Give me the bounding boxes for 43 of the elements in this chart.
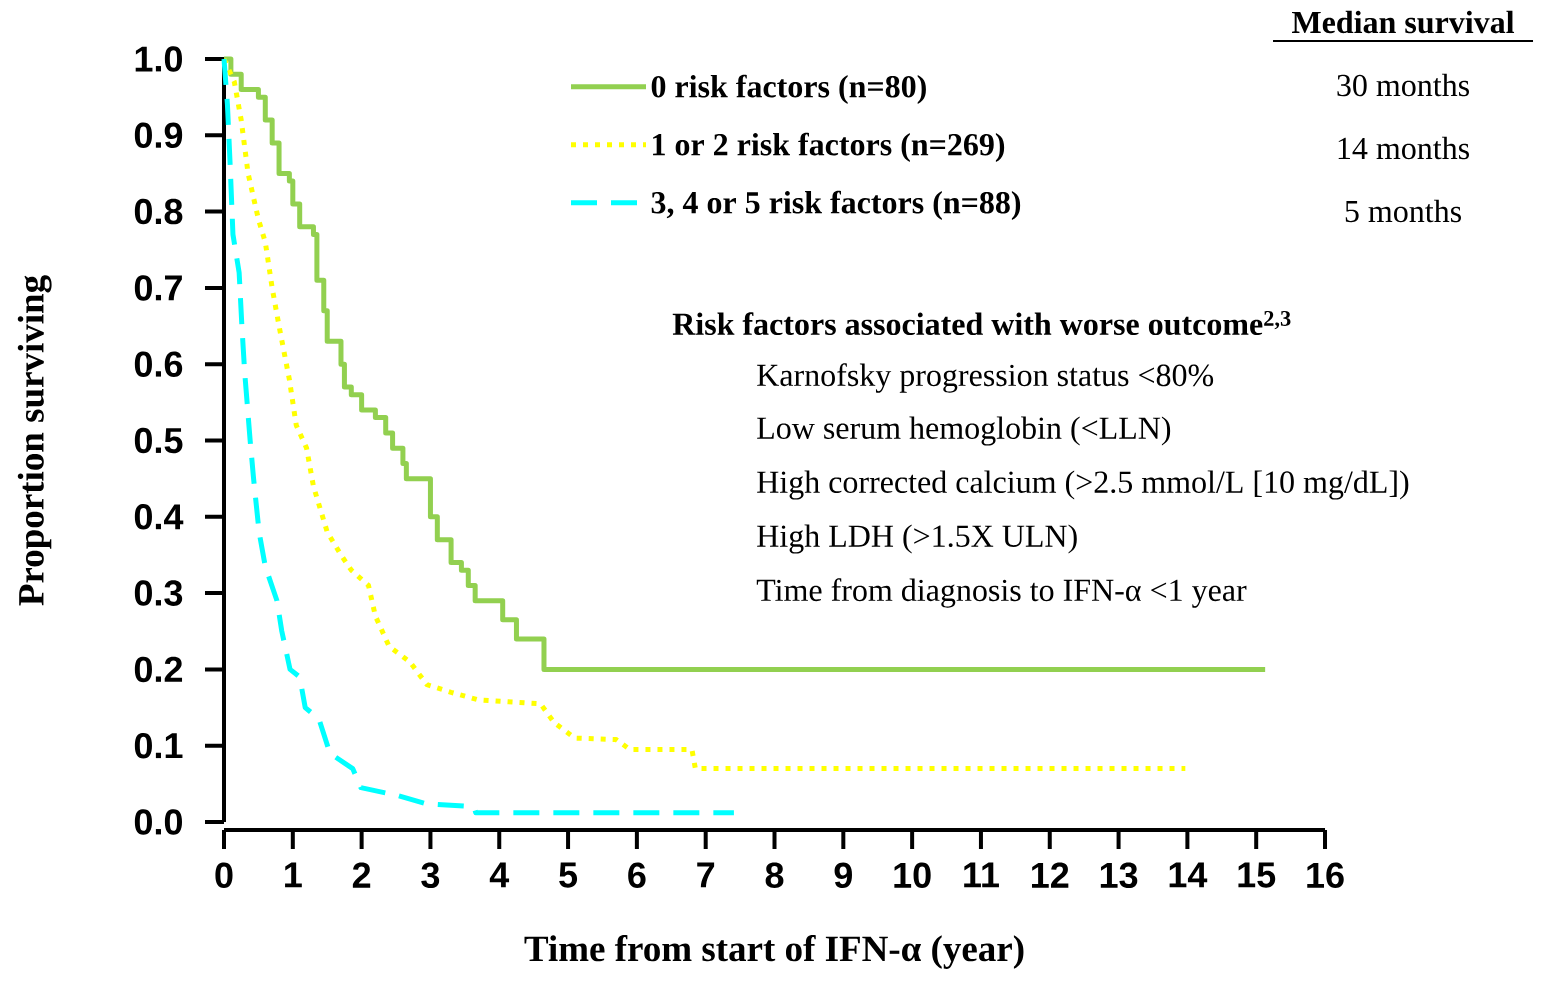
x-tick-label: 8 xyxy=(765,862,784,889)
x-tick-label: 7 xyxy=(697,862,715,888)
annotation: High corrected calcium (>2.5 mmol/L [10 mg/dL]) xyxy=(757,470,1409,500)
annotation: High LDH (>1.5X ULN) xyxy=(757,524,1077,554)
y-axis-title: Proportion surviving xyxy=(17,275,52,606)
y-tick-label: 0.1 xyxy=(134,732,183,759)
x-tick-label: 4 xyxy=(489,862,510,888)
legend-label: 3, 4 or 5 risk factors (n=88) xyxy=(651,190,1021,220)
x-axis-title: Time from start of IFN-α (year) xyxy=(524,934,1024,969)
legend-label: 0 risk factors (n=80) xyxy=(651,74,926,104)
x-tick-label: 15 xyxy=(1238,862,1276,888)
y-tick-label: 0.5 xyxy=(134,427,183,454)
x-tick-label: 14 xyxy=(1169,862,1208,888)
y-tick-label: 0.9 xyxy=(134,122,183,149)
text: 30 months xyxy=(1337,73,1469,97)
legend-label: 1 or 2 risk factors (n=269) xyxy=(653,132,1005,162)
x-tick-label: 9 xyxy=(834,862,852,889)
text: 14 months xyxy=(1338,136,1469,160)
text: 5 months xyxy=(1345,199,1461,223)
annotation: Risk factors associated with worse outcome$^{2,3}$ xyxy=(672,310,1291,336)
text: Median survival xyxy=(1292,10,1515,34)
x-tick-label: 12 xyxy=(1032,862,1069,888)
y-tick-label: 0.3 xyxy=(134,580,183,606)
annotation: Low serum hemoglobin (<LLN) xyxy=(757,416,1171,446)
x-tick-label: 0 xyxy=(215,862,233,889)
y-tick-label: 0.4 xyxy=(134,504,184,530)
x-tick-label: 5 xyxy=(559,862,578,888)
x-tick-label: 13 xyxy=(1100,862,1138,889)
y-tick-label: 0.7 xyxy=(134,275,182,301)
y-tick-label: 0.8 xyxy=(134,198,183,225)
x-tick-label: 11 xyxy=(964,862,999,888)
x-tick-label: 2 xyxy=(352,862,371,888)
y-tick-label: 0.0 xyxy=(134,809,182,835)
x-tick-label: 1 xyxy=(285,862,302,888)
x-tick-label: 10 xyxy=(894,862,931,889)
annotation: Time from diagnosis to IFN-α <1 year xyxy=(756,578,1247,608)
annotation: Karnofsky progression status <80% xyxy=(757,363,1214,393)
x-tick-label: 6 xyxy=(628,862,646,889)
y-tick-label: 0.6 xyxy=(134,351,183,377)
y-tick-label: 0.2 xyxy=(134,656,183,683)
x-tick-label: 16 xyxy=(1307,862,1344,889)
x-tick-label: 3 xyxy=(421,862,440,889)
y-tick-label: 1.0 xyxy=(135,46,182,72)
